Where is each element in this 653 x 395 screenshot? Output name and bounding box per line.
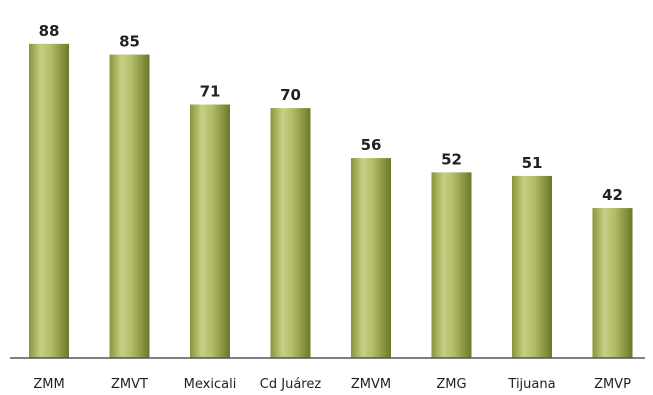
x-tick-label: Tijuana [507,377,555,392]
bars-group [29,43,633,359]
x-tick-label: ZMM [33,377,64,392]
x-tick-label: ZMG [436,377,466,392]
x-tick-label: ZMVM [351,377,391,392]
bar-value-label: 51 [522,154,543,172]
bar-value-label: 88 [39,22,60,40]
x-tick-label: ZMVP [594,377,631,392]
bar-value-label: 56 [361,136,382,154]
bar-4 [351,158,391,358]
bar-2 [190,104,230,358]
value-labels-group: 88 85 71 70 56 52 51 42 [39,22,623,204]
x-tick-label: Mexicali [184,377,237,392]
bar-value-label: 70 [280,86,301,104]
x-tick-label: Cd Juárez [260,377,322,392]
bar-value-label: 85 [119,33,140,51]
x-tick-labels-group: ZMM ZMVT Mexicali Cd Juárez ZMVM ZMG Tijuana ZM… [33,377,631,392]
bar-6 [512,175,552,358]
bar-3 [270,108,311,358]
bar-1 [109,54,150,359]
x-tick-label: ZMVT [111,377,148,392]
bar-0 [29,43,69,359]
bar-5 [431,172,472,358]
bar-value-label: 52 [441,150,462,168]
bar-value-label: 42 [602,186,623,204]
bar-value-label: 71 [200,83,221,101]
bar-7 [592,208,633,358]
